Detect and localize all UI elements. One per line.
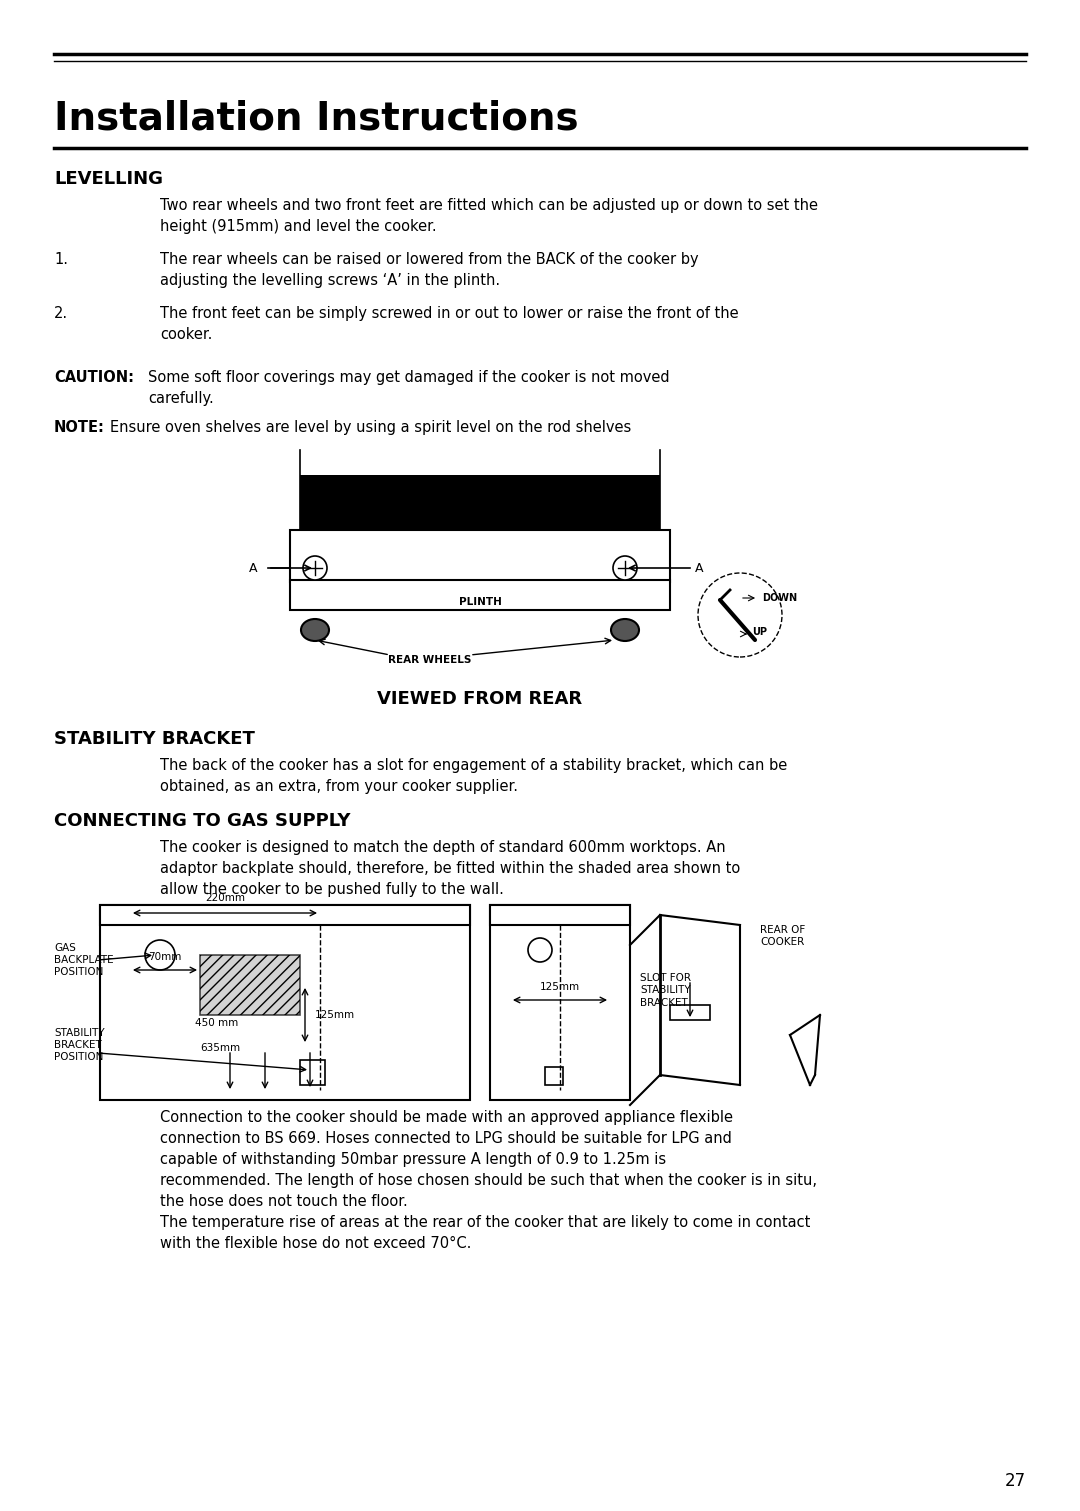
- Text: 220mm: 220mm: [205, 893, 245, 904]
- Bar: [300, 474, 660, 530]
- Bar: [291, 530, 670, 582]
- Bar: [545, 1067, 563, 1085]
- Text: CAUTION:: CAUTION:: [54, 370, 134, 385]
- Text: NOTE:: NOTE:: [54, 420, 105, 435]
- Text: LEVELLING: LEVELLING: [54, 171, 163, 187]
- Text: STABILITY
BRACKET
POSITION: STABILITY BRACKET POSITION: [54, 1027, 105, 1062]
- Text: STABILITY BRACKET: STABILITY BRACKET: [54, 730, 255, 748]
- Text: GAS
BACKPLATE
POSITION: GAS BACKPLATE POSITION: [54, 943, 113, 978]
- Bar: [200, 955, 300, 1015]
- Text: 125mm: 125mm: [540, 982, 580, 993]
- Text: CONNECTING TO GAS SUPPLY: CONNECTING TO GAS SUPPLY: [54, 811, 351, 830]
- Text: Ensure oven shelves are level by using a spirit level on the rod shelves: Ensure oven shelves are level by using a…: [110, 420, 631, 435]
- Bar: [490, 905, 630, 925]
- Text: 450 mm: 450 mm: [195, 1018, 239, 1027]
- Bar: [300, 1061, 325, 1085]
- Bar: [490, 905, 630, 1100]
- Circle shape: [145, 940, 175, 970]
- Text: PLINTH: PLINTH: [459, 597, 501, 607]
- Text: Some soft floor coverings may get damaged if the cooker is not moved
carefully.: Some soft floor coverings may get damage…: [148, 370, 670, 406]
- Bar: [291, 580, 670, 610]
- Text: UP: UP: [752, 627, 767, 638]
- Text: The rear wheels can be raised or lowered from the BACK of the cooker by
adjustin: The rear wheels can be raised or lowered…: [160, 252, 699, 289]
- Text: SLOT FOR
STABILITY
BRACKET: SLOT FOR STABILITY BRACKET: [640, 973, 691, 1008]
- Text: 2.: 2.: [54, 307, 68, 320]
- Circle shape: [528, 938, 552, 963]
- Circle shape: [613, 556, 637, 580]
- Text: 125mm: 125mm: [315, 1009, 355, 1020]
- Text: A: A: [248, 562, 257, 574]
- Ellipse shape: [301, 620, 329, 641]
- Ellipse shape: [611, 620, 639, 641]
- Text: Connection to the cooker should be made with an approved appliance flexible
conn: Connection to the cooker should be made …: [160, 1111, 816, 1251]
- Text: 635mm: 635mm: [200, 1043, 240, 1053]
- Circle shape: [698, 573, 782, 657]
- Text: 27: 27: [1004, 1472, 1026, 1490]
- Text: DOWN: DOWN: [762, 592, 797, 603]
- Text: 1.: 1.: [54, 252, 68, 267]
- Text: Installation Instructions: Installation Instructions: [54, 100, 579, 138]
- Bar: [670, 1005, 710, 1020]
- Text: A: A: [696, 562, 703, 574]
- Circle shape: [303, 556, 327, 580]
- Bar: [200, 955, 300, 1015]
- Text: 70mm: 70mm: [148, 952, 181, 963]
- Text: The front feet can be simply screwed in or out to lower or raise the front of th: The front feet can be simply screwed in …: [160, 307, 739, 341]
- Text: The cooker is designed to match the depth of standard 600mm worktops. An
adaptor: The cooker is designed to match the dept…: [160, 840, 740, 898]
- Bar: [100, 905, 470, 925]
- Text: REAR WHEELS: REAR WHEELS: [389, 654, 472, 665]
- Bar: [100, 905, 470, 1100]
- Text: The back of the cooker has a slot for engagement of a stability bracket, which c: The back of the cooker has a slot for en…: [160, 759, 787, 793]
- Text: REAR OF
COOKER: REAR OF COOKER: [760, 925, 806, 947]
- Text: VIEWED FROM REAR: VIEWED FROM REAR: [377, 691, 582, 709]
- Text: Two rear wheels and two front feet are fitted which can be adjusted up or down t: Two rear wheels and two front feet are f…: [160, 198, 818, 234]
